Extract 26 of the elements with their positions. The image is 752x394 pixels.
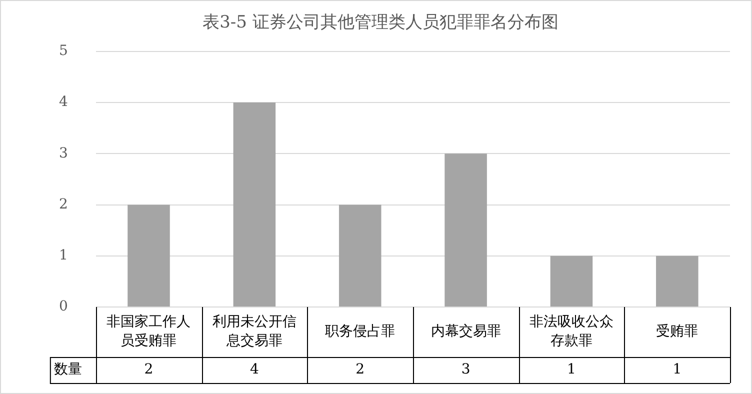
bar (128, 204, 170, 306)
y-tick-label: 2 (58, 196, 68, 212)
bar (656, 256, 698, 306)
y-tick-label: 3 (58, 145, 68, 162)
x-tick-label: 受贿罪 (656, 324, 698, 340)
data-label: 2 (144, 362, 154, 378)
bar (233, 102, 276, 306)
data-label: 1 (567, 362, 576, 378)
x-tick-label: 非国家工作人员受贿罪 (106, 314, 191, 350)
chart-title: 表3-5 证券公司其他管理类人员犯罪罪名分布图 (202, 12, 558, 33)
data-label: 4 (250, 362, 259, 378)
y-tick-label: 1 (58, 248, 68, 264)
bar (550, 256, 593, 306)
data-label: 3 (461, 362, 470, 378)
x-tick-label: 利用未公开信息交易罪 (212, 314, 296, 350)
y-tick-label: 5 (58, 43, 68, 60)
x-tick-label: 内幕交易罪 (430, 324, 501, 340)
data-label: 1 (672, 362, 682, 378)
data-label: 2 (356, 362, 365, 378)
bar (338, 204, 382, 306)
y-tick-label: 4 (58, 94, 68, 110)
text: 数量 (54, 362, 82, 378)
x-tick-label: 非法吸收公众存款罪 (529, 314, 614, 350)
x-tick-label: 职务侵占罪 (325, 324, 396, 340)
y-tick-label: 0 (58, 298, 68, 315)
bar (444, 154, 487, 306)
